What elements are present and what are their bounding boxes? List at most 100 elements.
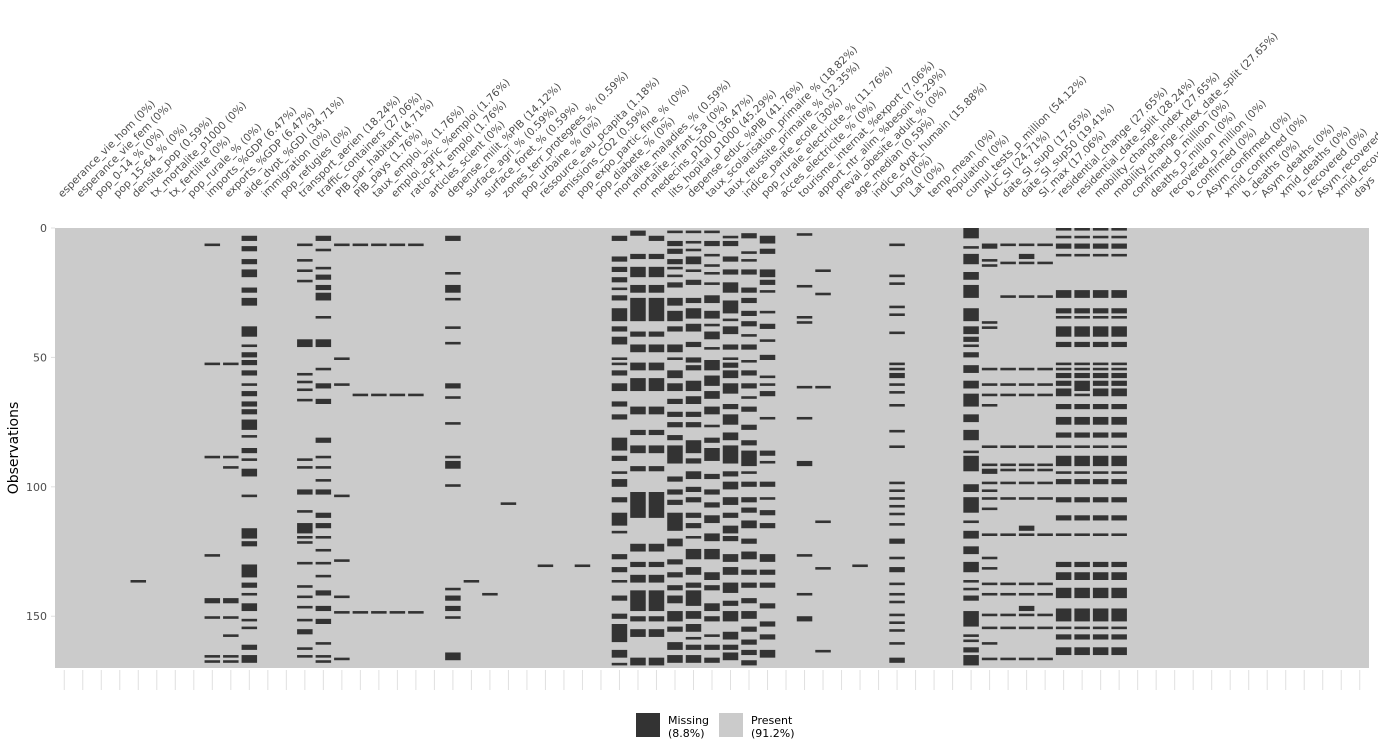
missing-cell	[981, 404, 998, 407]
missing-cell	[759, 554, 776, 562]
missing-cell	[611, 295, 628, 301]
missing-cell	[1037, 367, 1053, 371]
missing-cell	[722, 582, 739, 593]
missing-cell	[1092, 253, 1109, 257]
missing-cell	[611, 554, 628, 560]
missing-cell	[981, 259, 998, 262]
missing-cell	[963, 344, 979, 348]
y-tick-label: 50	[33, 351, 47, 364]
missing-cell	[1092, 647, 1109, 656]
missing-cell	[1074, 326, 1090, 337]
missing-cell	[889, 600, 905, 604]
missing-cell	[722, 282, 739, 293]
missing-cell	[759, 310, 776, 314]
missing-cell	[1037, 463, 1053, 467]
missing-cell	[1092, 404, 1109, 410]
missing-cell	[1074, 647, 1090, 656]
missing-cell	[611, 336, 628, 345]
missing-cell	[334, 611, 350, 614]
missing-cell	[685, 422, 702, 428]
missing-cell	[1055, 533, 1072, 536]
missing-cell	[1000, 463, 1016, 467]
missing-cell	[889, 445, 905, 448]
missing-cell	[315, 618, 332, 624]
missing-cell	[981, 592, 998, 596]
missing-cell	[1074, 497, 1090, 503]
missing-cell	[796, 616, 813, 622]
missing-cell	[741, 370, 757, 376]
missing-cell	[741, 471, 757, 474]
missing-cell	[889, 489, 905, 492]
missing-cell	[1092, 432, 1109, 438]
missing-cell	[1111, 497, 1127, 503]
missing-cell	[796, 316, 813, 319]
missing-cell	[722, 414, 739, 425]
missing-cell	[315, 642, 332, 645]
missing-cell	[1018, 592, 1035, 596]
missing-cell	[704, 437, 720, 443]
missing-cell	[796, 592, 813, 596]
missing-cell	[1074, 362, 1090, 366]
missing-cell	[889, 391, 905, 394]
legend-missing-label: Missing	[668, 714, 709, 727]
missing-cell	[704, 375, 720, 386]
missing-cell	[722, 370, 739, 379]
missing-cell	[667, 326, 683, 332]
missing-cell	[667, 248, 683, 254]
missing-cell	[1092, 445, 1109, 448]
missing-cell	[1018, 261, 1035, 265]
missing-cell	[315, 655, 332, 658]
missing-cell	[223, 455, 239, 459]
missing-cell	[759, 416, 776, 420]
missing-cell	[611, 256, 628, 262]
missing-cell	[1111, 479, 1127, 485]
missing-cell	[889, 331, 905, 335]
missing-cell	[685, 269, 702, 272]
missing-cell	[667, 282, 683, 288]
missing-cell	[685, 279, 702, 285]
missing-cell	[1018, 383, 1035, 386]
missing-cell	[1037, 445, 1053, 448]
missing-cell	[445, 383, 461, 389]
missing-cell	[889, 538, 905, 544]
missing-cell	[759, 510, 776, 516]
missing-cell	[445, 455, 461, 459]
missing-cell	[1018, 445, 1035, 448]
missing-cell	[334, 657, 350, 661]
missing-cell	[297, 595, 313, 599]
missing-cell	[815, 269, 831, 272]
missing-cell	[630, 429, 646, 436]
missing-cell	[241, 458, 258, 461]
missing-cell	[297, 339, 313, 348]
missing-cell	[1092, 316, 1109, 319]
missing-cell	[1111, 561, 1127, 568]
missing-cell	[315, 590, 332, 596]
missing-cell	[648, 590, 665, 612]
missing-cell	[241, 603, 258, 612]
missing-cell	[1092, 388, 1109, 397]
missing-cell	[981, 582, 998, 586]
missing-cell	[685, 471, 702, 480]
missing-cell	[1018, 468, 1035, 472]
missing-cell	[537, 564, 554, 568]
missing-cell	[722, 300, 739, 314]
missing-cell	[704, 264, 720, 267]
missing-cell	[963, 580, 979, 583]
missing-cell	[741, 360, 757, 363]
missing-cell	[704, 448, 720, 461]
missing-cell	[667, 274, 683, 278]
missing-cell	[1055, 572, 1072, 580]
missing-cell	[722, 235, 739, 239]
missing-cell	[759, 248, 776, 254]
missing-cell	[1037, 592, 1053, 596]
missing-cell	[1074, 432, 1090, 438]
missing-cell	[667, 435, 683, 441]
missing-cell	[1074, 380, 1090, 392]
missing-cell	[1074, 316, 1090, 319]
missing-cell	[204, 660, 221, 663]
missing-cell	[315, 561, 332, 565]
missing-cell	[889, 305, 905, 309]
missing-cell	[889, 372, 905, 379]
missing-cell	[630, 230, 646, 236]
missing-cell	[963, 647, 979, 653]
